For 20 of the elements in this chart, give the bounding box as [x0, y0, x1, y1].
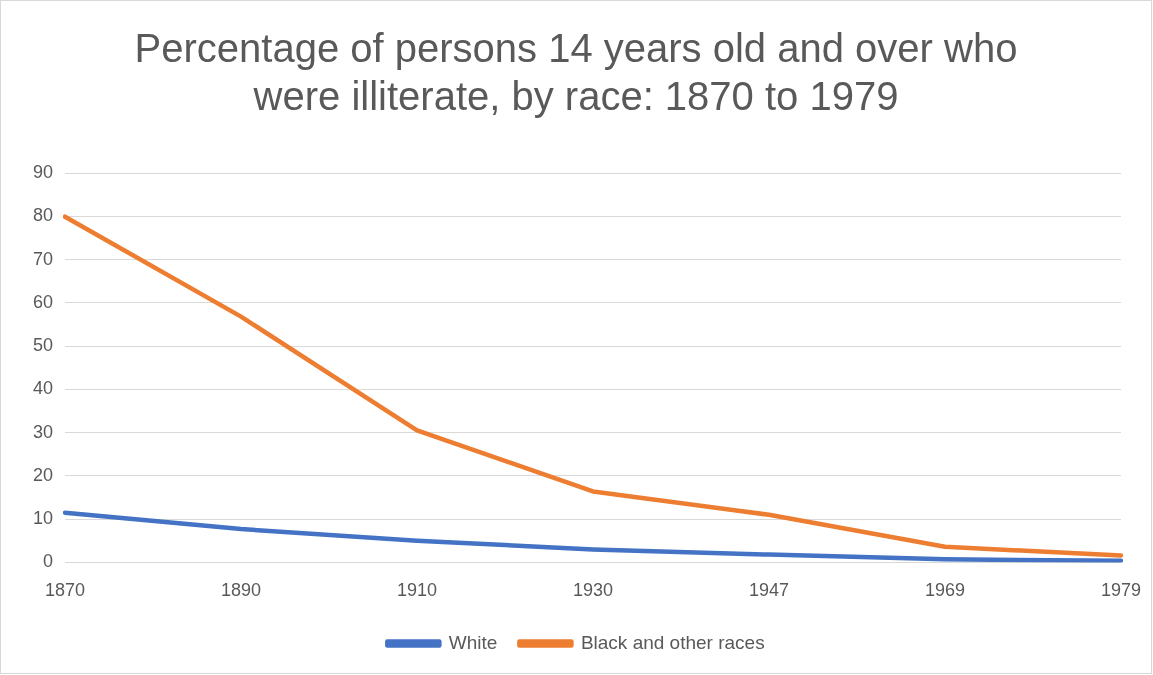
x-tick-label: 1910: [396, 580, 438, 601]
legend-label: Black and other races: [580, 631, 765, 653]
chart-title: Percentage of persons 14 years old and over who were illiterate, by race: 1870 to 1979: [134, 26, 1018, 119]
y-tick-label: 10: [32, 508, 54, 529]
y-tick-label: 60: [32, 291, 54, 312]
y-tick-label: 70: [32, 248, 54, 269]
x-tick-label: 1930: [572, 580, 614, 601]
x-tick-label: 1890: [220, 580, 262, 601]
x-tick-label: 1979: [1100, 580, 1141, 601]
x-tick-label: 1870: [45, 580, 86, 601]
y-tick-label: 90: [32, 161, 54, 182]
y-tick-label: 40: [32, 378, 54, 399]
x-tick-label: 1969: [924, 580, 966, 601]
legend-label: White: [448, 631, 498, 653]
y-tick-label: 80: [32, 205, 54, 226]
y-tick-label: 20: [32, 464, 54, 485]
x-tick-label: 1947: [748, 580, 790, 601]
y-tick-label: 0: [43, 551, 54, 572]
y-tick-label: 50: [32, 335, 54, 356]
y-tick-label: 30: [32, 421, 54, 442]
